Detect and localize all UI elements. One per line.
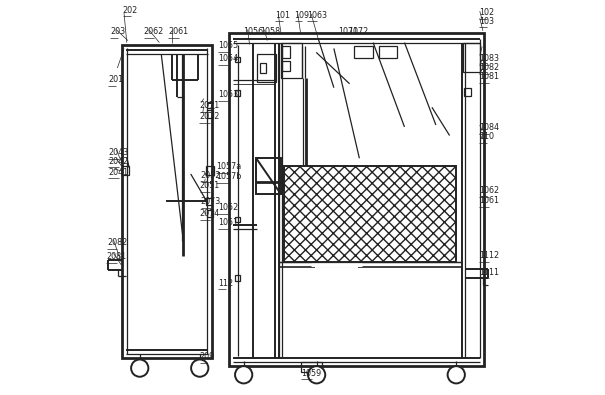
Bar (235, 275, 240, 281)
Text: 1111: 1111 (479, 267, 499, 276)
Bar (235, 217, 240, 222)
Bar (229, 33, 484, 366)
Bar (301, 362, 322, 372)
Text: 2074: 2074 (200, 209, 220, 218)
Bar (283, 47, 290, 58)
Text: 102: 102 (479, 8, 494, 17)
Bar (463, 43, 480, 72)
Text: 2073: 2073 (200, 197, 221, 206)
Bar (235, 57, 240, 62)
Bar (122, 45, 212, 358)
Text: 1057a: 1057a (216, 162, 241, 171)
Text: 2071: 2071 (200, 101, 220, 110)
Text: 1059: 1059 (301, 369, 322, 378)
Text: 2052: 2052 (200, 171, 221, 181)
Text: 1053: 1053 (218, 90, 238, 99)
Text: 1054: 1054 (218, 54, 238, 63)
Bar (207, 210, 214, 217)
Text: 2081: 2081 (106, 252, 126, 261)
Text: 1055: 1055 (218, 41, 238, 50)
Circle shape (448, 366, 465, 384)
Bar (122, 166, 129, 175)
Text: 1082: 1082 (479, 63, 499, 72)
Text: 2062: 2062 (143, 28, 164, 36)
Text: 1062: 1062 (479, 186, 499, 195)
Text: 2072: 2072 (199, 112, 220, 121)
Text: 101: 101 (275, 11, 290, 20)
Text: 2051: 2051 (200, 181, 220, 190)
Bar (235, 90, 240, 96)
Bar (206, 166, 214, 175)
Text: 1052: 1052 (218, 203, 238, 212)
Text: 1057b: 1057b (216, 172, 241, 181)
Bar (464, 88, 471, 96)
Circle shape (191, 359, 208, 377)
Text: 1072: 1072 (348, 28, 368, 36)
Text: 1071: 1071 (338, 28, 358, 36)
Text: 1083: 1083 (479, 54, 499, 63)
Text: 2042: 2042 (108, 156, 129, 166)
Bar (354, 47, 373, 58)
Text: 1084: 1084 (479, 123, 499, 132)
Text: 201: 201 (108, 75, 123, 85)
Text: 2082: 2082 (107, 238, 128, 247)
Text: 2043: 2043 (108, 148, 128, 157)
Bar (283, 61, 290, 71)
Text: 1056: 1056 (243, 28, 263, 36)
Text: 1058: 1058 (261, 28, 281, 36)
Bar (257, 55, 276, 82)
Text: 112: 112 (218, 278, 234, 288)
Text: 110: 110 (479, 132, 494, 141)
Text: 1112: 1112 (479, 251, 499, 260)
Bar (257, 158, 281, 194)
Text: 203: 203 (110, 28, 125, 36)
Bar (206, 198, 212, 205)
Bar (284, 166, 456, 262)
Circle shape (235, 366, 252, 384)
Text: 2041: 2041 (108, 167, 128, 177)
Bar (379, 47, 397, 58)
Text: 103: 103 (479, 17, 494, 26)
Bar (207, 111, 214, 118)
Bar (281, 43, 302, 78)
Bar (260, 63, 266, 73)
Circle shape (131, 359, 148, 377)
Text: 202: 202 (123, 6, 138, 15)
Text: 1081: 1081 (479, 72, 499, 81)
Text: 109: 109 (295, 11, 310, 20)
Circle shape (308, 366, 325, 384)
Text: 209: 209 (200, 352, 215, 361)
Text: 1051: 1051 (218, 218, 238, 228)
Text: 1063: 1063 (307, 11, 327, 20)
Text: 1061: 1061 (479, 196, 499, 205)
Text: 2061: 2061 (168, 28, 189, 36)
